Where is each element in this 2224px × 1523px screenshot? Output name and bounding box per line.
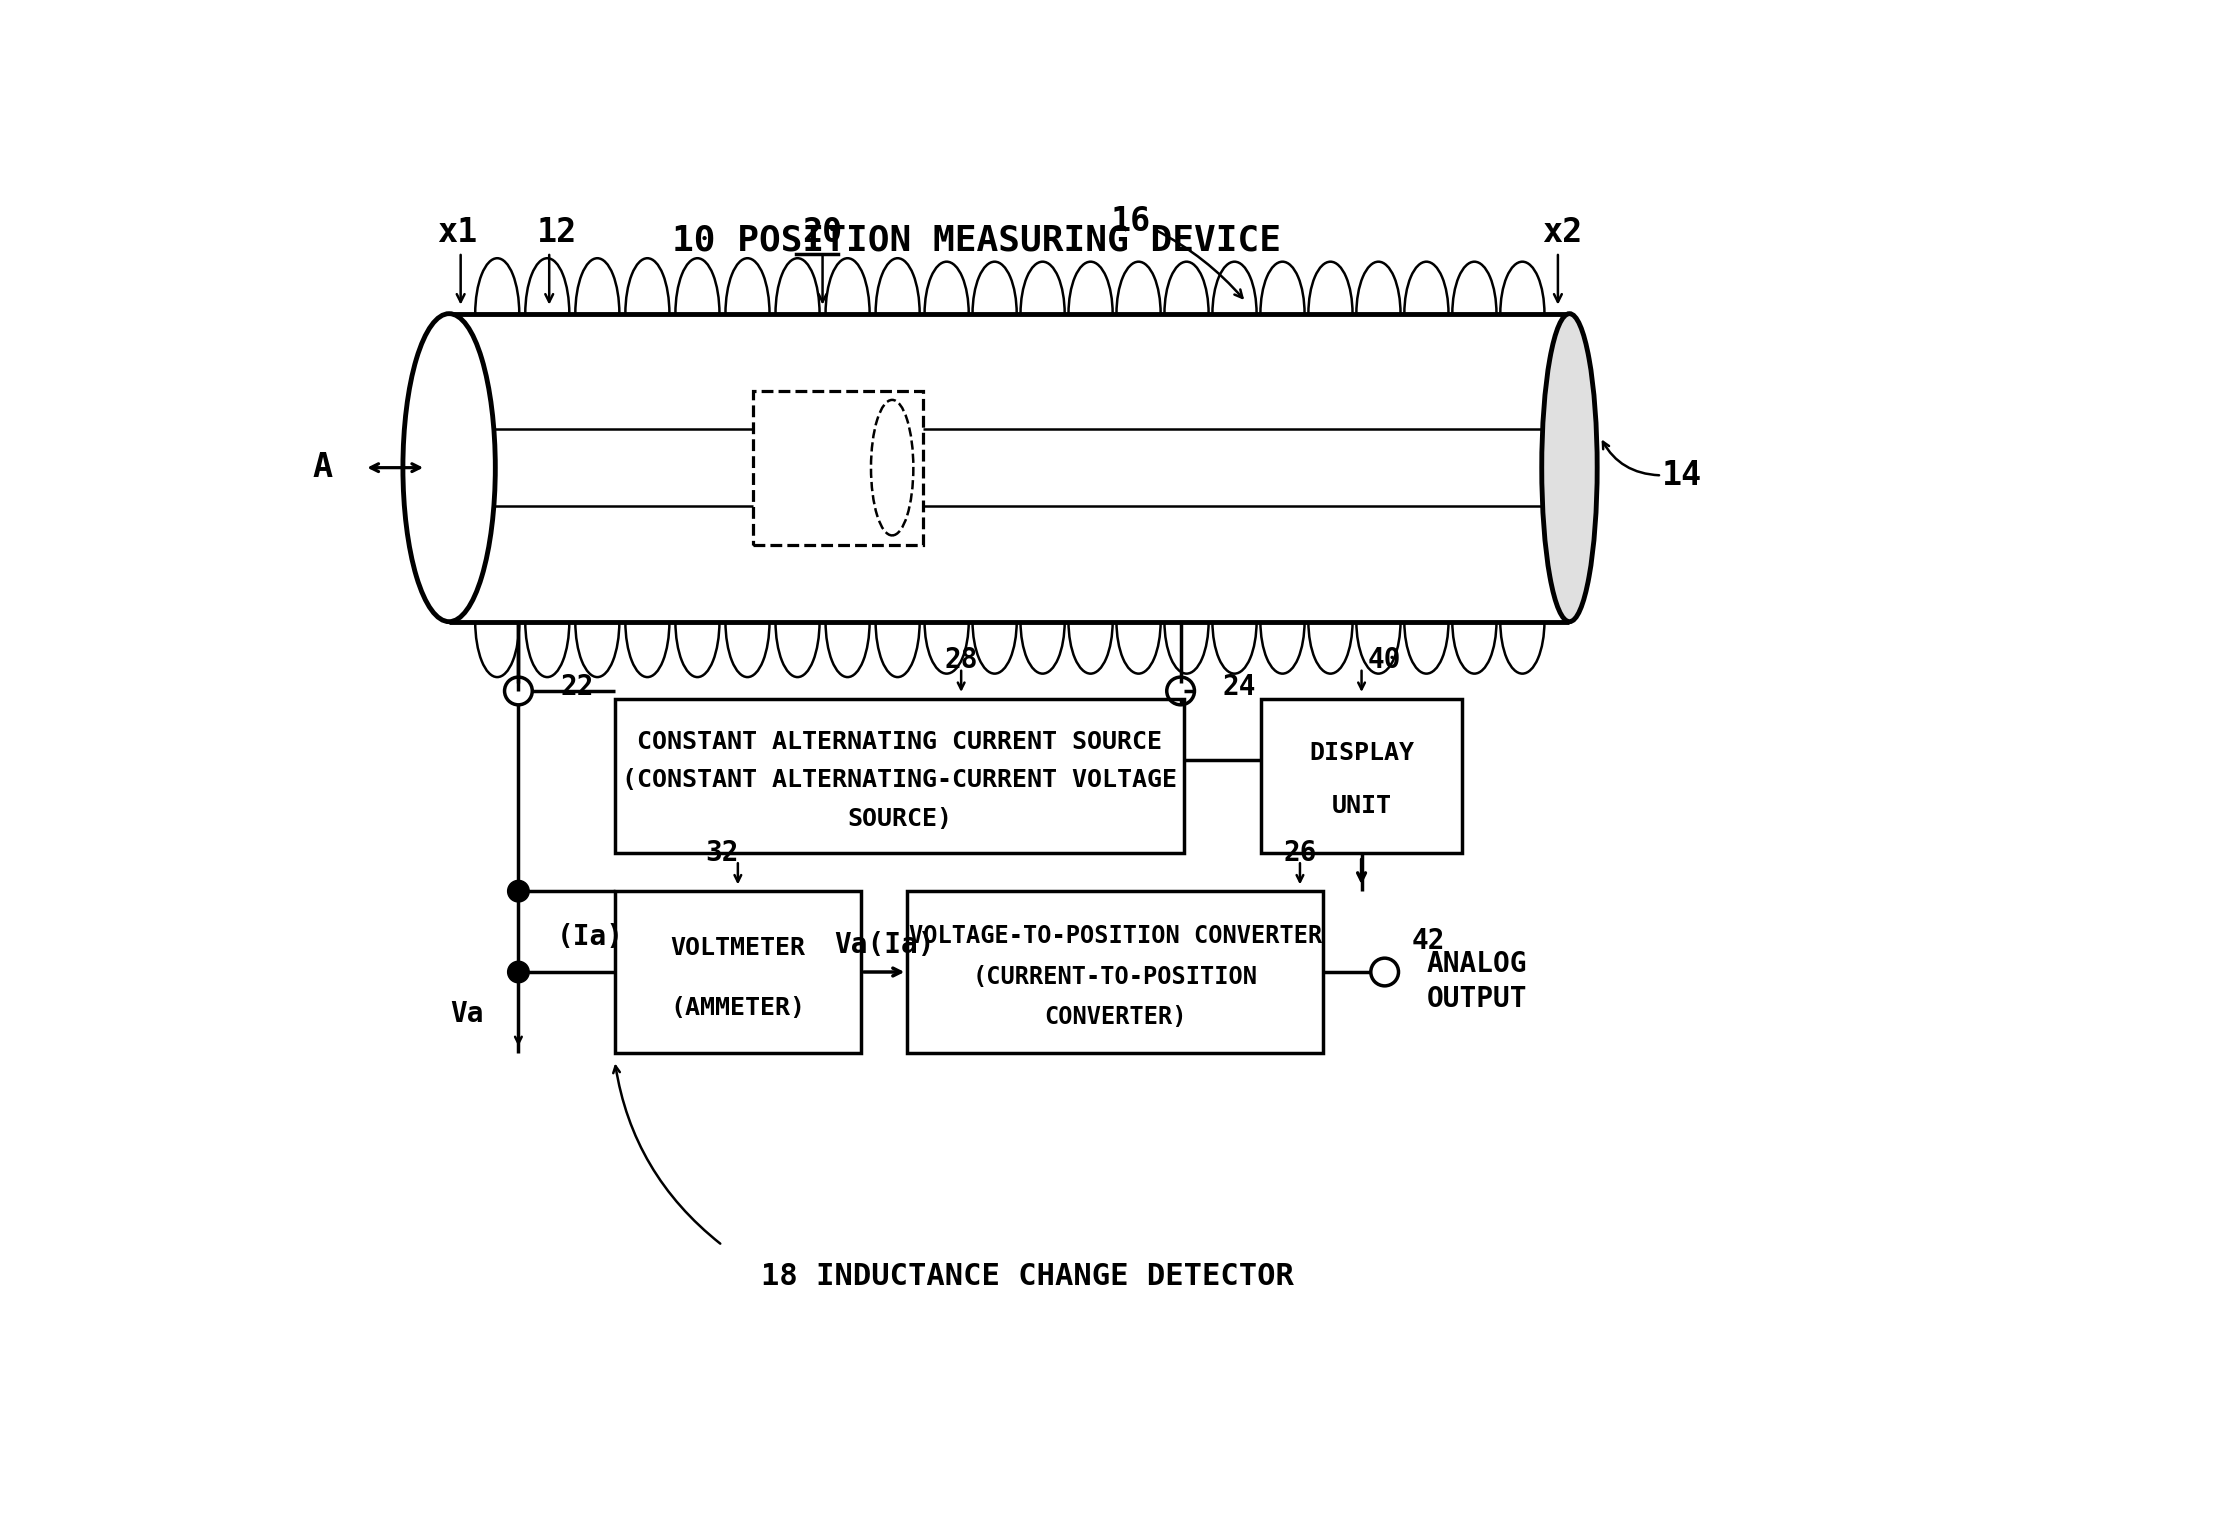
Text: 18 INDUCTANCE CHANGE DETECTOR: 18 INDUCTANCE CHANGE DETECTOR bbox=[761, 1261, 1294, 1290]
Circle shape bbox=[507, 961, 529, 982]
Text: x1: x1 bbox=[436, 216, 476, 250]
Text: SOURCE): SOURCE) bbox=[847, 807, 952, 830]
Bar bbox=[614, 891, 861, 1052]
Text: 32: 32 bbox=[705, 839, 738, 867]
Circle shape bbox=[507, 880, 529, 902]
Bar bbox=[907, 891, 1323, 1052]
Text: CONSTANT ALTERNATING CURRENT SOURCE: CONSTANT ALTERNATING CURRENT SOURCE bbox=[636, 730, 1163, 754]
Ellipse shape bbox=[403, 314, 496, 621]
Text: DISPLAY: DISPLAY bbox=[1310, 740, 1414, 765]
Text: 20: 20 bbox=[803, 216, 843, 250]
Text: ANALOG: ANALOG bbox=[1428, 950, 1528, 978]
Text: 42: 42 bbox=[1412, 928, 1446, 955]
Text: Va(Ia): Va(Ia) bbox=[834, 931, 934, 959]
Text: Va: Va bbox=[449, 1001, 485, 1028]
Text: OUTPUT: OUTPUT bbox=[1428, 985, 1528, 1013]
Text: 12: 12 bbox=[536, 216, 576, 250]
Text: 14: 14 bbox=[1661, 458, 1701, 492]
Text: (AMMETER): (AMMETER) bbox=[669, 996, 805, 1019]
Text: 26: 26 bbox=[1283, 839, 1317, 867]
Bar bbox=[1261, 699, 1461, 853]
Text: x2: x2 bbox=[1541, 216, 1581, 250]
Ellipse shape bbox=[872, 401, 914, 536]
Text: (CONSTANT ALTERNATING-CURRENT VOLTAGE: (CONSTANT ALTERNATING-CURRENT VOLTAGE bbox=[623, 768, 1176, 792]
Text: 10 POSITION MEASURING DEVICE: 10 POSITION MEASURING DEVICE bbox=[672, 224, 1281, 257]
Text: CONVERTER): CONVERTER) bbox=[1043, 1005, 1185, 1030]
Text: 22: 22 bbox=[560, 673, 594, 701]
Text: 28: 28 bbox=[945, 646, 979, 675]
Text: VOLTMETER: VOLTMETER bbox=[669, 935, 805, 959]
Text: (CURRENT-TO-POSITION: (CURRENT-TO-POSITION bbox=[972, 966, 1257, 988]
Bar bbox=[754, 391, 923, 545]
Ellipse shape bbox=[1541, 314, 1597, 621]
Text: UNIT: UNIT bbox=[1332, 795, 1392, 818]
Text: 16: 16 bbox=[1110, 204, 1150, 238]
Bar bbox=[614, 699, 1185, 853]
Text: 24: 24 bbox=[1223, 673, 1257, 701]
Text: A: A bbox=[311, 451, 331, 484]
Text: VOLTAGE-TO-POSITION CONVERTER: VOLTAGE-TO-POSITION CONVERTER bbox=[910, 924, 1321, 949]
Text: (Ia): (Ia) bbox=[556, 923, 625, 952]
Text: 40: 40 bbox=[1368, 646, 1401, 675]
